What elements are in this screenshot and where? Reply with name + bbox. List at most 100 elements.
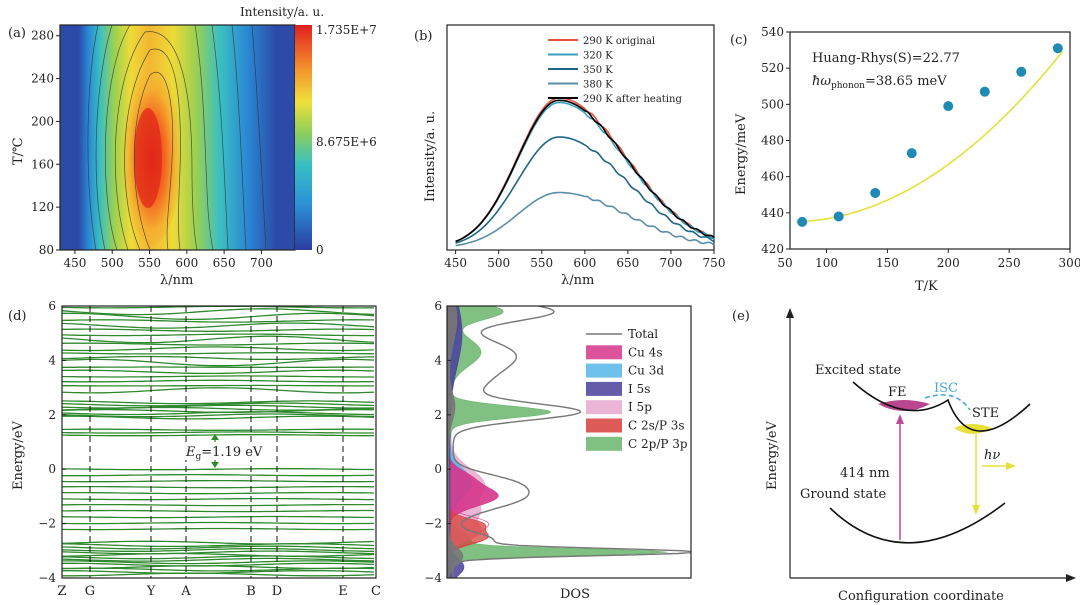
fe-label: FE (888, 385, 907, 400)
annotation-huang-rhys: Huang-Rhys(S)=22.77 (812, 51, 960, 66)
heatmap-contours (87, 25, 267, 250)
band-line (61, 404, 375, 409)
legend-label: Total (628, 327, 658, 341)
gap-arrow-head-up (211, 434, 219, 440)
gap-label-e: E (185, 445, 196, 460)
band-line (62, 415, 375, 420)
band-line (62, 375, 374, 378)
band-line (61, 515, 375, 519)
band-line (61, 543, 375, 548)
band-line (61, 479, 374, 483)
spectrum-line (455, 136, 715, 244)
y-tick-label: 6 (48, 299, 56, 313)
hv-label: hν (984, 448, 1000, 463)
x-tick-label: 450 (444, 256, 467, 270)
excited-state-label: Excited state (815, 363, 902, 378)
x-axis-label: Configuration coordinate (838, 589, 1004, 604)
kpoint-label: E (338, 584, 348, 599)
y-axis-label: T/℃ (11, 137, 26, 165)
emission-arrowhead (972, 505, 980, 515)
band-lines (61, 305, 375, 577)
legend-label: Cu 3d (628, 364, 664, 378)
band-line (61, 342, 375, 346)
data-point (906, 148, 917, 159)
band-line (62, 384, 374, 387)
dos-areas (447, 306, 691, 578)
gap-label-bg (183, 442, 267, 460)
data-point (833, 211, 844, 222)
band-line (61, 402, 375, 407)
band-line (62, 328, 375, 332)
x-tick-label: 600 (573, 256, 596, 270)
data-point (1052, 43, 1063, 54)
y-axis-label: Energy/meV (734, 113, 749, 195)
y-tick-label: 80 (39, 243, 54, 257)
band-line (61, 400, 375, 405)
kpoint-label: Z (57, 584, 66, 599)
x-tick-label: 150 (876, 256, 899, 270)
x-tick-label: 650 (616, 256, 639, 270)
x-axis-label: λ/nm (160, 273, 193, 288)
x-tick-label: 750 (703, 256, 726, 270)
legend-swatch (586, 363, 622, 378)
phonon-symbol: ħω (812, 74, 831, 89)
kpoint-label: A (180, 584, 191, 599)
ground-state-curve (829, 502, 1006, 544)
colorbar-label-max: 1.735E+7 (316, 23, 377, 37)
legend-swatch (586, 345, 622, 360)
y-ticks: 420 440 460 480 500 520 540 (761, 25, 790, 256)
phonon-subscript: phonon (831, 81, 865, 91)
y-tick-label: 420 (761, 242, 784, 256)
legend-swatch (586, 381, 622, 396)
spectrum-lines (455, 97, 715, 247)
legend-label: 320 K (583, 51, 613, 62)
ste-label: STE (972, 406, 999, 421)
y-tick-label: 4 (434, 353, 442, 367)
kpoint-label: B (246, 584, 256, 599)
band-line (61, 346, 375, 352)
band-line (62, 352, 375, 355)
spectrum-line (455, 191, 715, 247)
x-tick-label: 100 (815, 256, 838, 270)
y-tick-label: 440 (761, 206, 784, 220)
data-point (943, 101, 954, 112)
band-line (61, 308, 375, 316)
x-tick-label: 300 (1059, 256, 1080, 270)
band-line (61, 540, 375, 545)
panel-a-label: (a) (8, 26, 26, 41)
y-tick-label: 520 (761, 61, 784, 75)
band-line (61, 369, 375, 375)
colorbar (295, 25, 312, 250)
excitation-label: 414 nm (840, 466, 890, 481)
y-tick-label: 0 (48, 462, 56, 476)
band-line (61, 319, 374, 323)
y-tick-label: 0 (434, 462, 442, 476)
band-line (62, 312, 375, 321)
legend-label: Cu 4s (628, 345, 663, 359)
band-line (61, 335, 375, 344)
dos-area (447, 306, 465, 578)
panel-e: (e) Energy/eV Configuration coordinate E… (732, 308, 1076, 604)
panel-d: (d) 6 4 2 0 −2 −4 Z G Y A B D E C Eg=1.19 eV Energy/… (8, 299, 381, 599)
x-ticks: 450 500 550 600 650 700 750 (444, 250, 725, 270)
x-axis-label: T/K (915, 279, 938, 294)
legend-swatch (586, 400, 622, 415)
band-line (62, 491, 375, 495)
x-tick-label: 700 (250, 256, 273, 270)
y-tick-label: 200 (31, 114, 54, 128)
colorbar-label-mid: 8.675E+6 (316, 135, 377, 149)
band-line (62, 379, 375, 383)
band-line (61, 485, 375, 489)
y-axis-label: Intensity/a. u. (423, 111, 438, 202)
dos-area (447, 306, 464, 578)
data-point (1016, 66, 1027, 77)
band-line (61, 552, 375, 557)
band-line (61, 434, 374, 437)
panel-b-label: (b) (414, 29, 432, 44)
band-line (61, 358, 375, 367)
legend-label: 290 K after heating (583, 94, 682, 105)
kpoint-label: C (371, 584, 381, 599)
y-tick-label: 280 (31, 29, 54, 43)
panel-c-label: (c) (730, 33, 747, 48)
